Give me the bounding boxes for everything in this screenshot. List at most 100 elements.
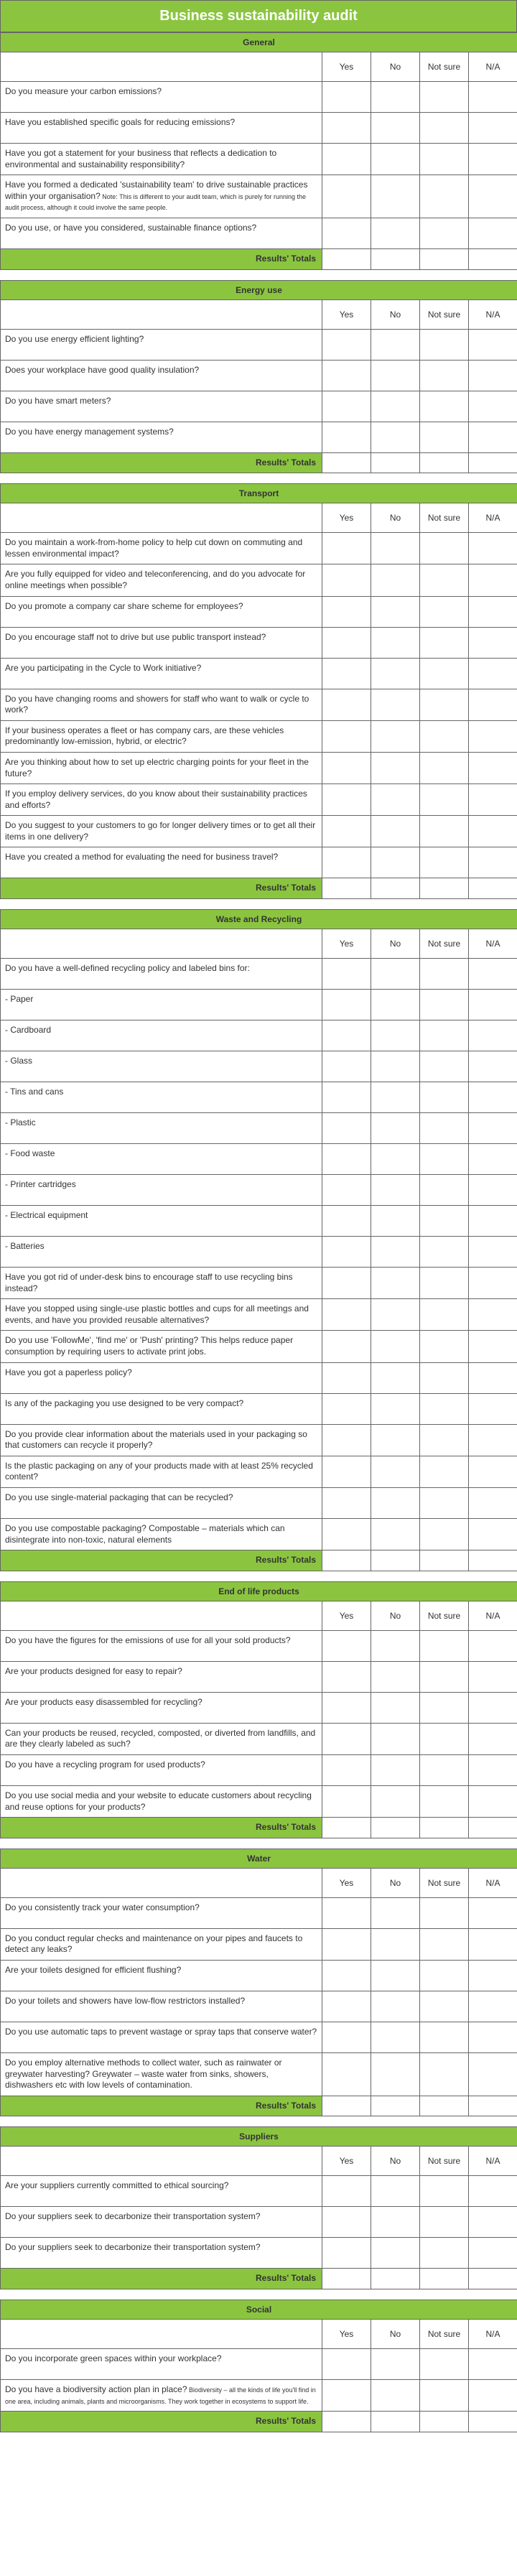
answer-cell[interactable]	[469, 720, 517, 752]
answer-cell[interactable]	[322, 1488, 371, 1519]
answer-cell[interactable]	[371, 175, 420, 218]
answer-cell[interactable]	[469, 2238, 517, 2269]
answer-cell[interactable]	[371, 422, 420, 452]
answer-cell[interactable]	[469, 1082, 517, 1113]
answer-cell[interactable]	[469, 533, 517, 564]
answer-cell[interactable]	[469, 1051, 517, 1082]
answer-cell[interactable]	[420, 329, 469, 360]
answer-cell[interactable]	[420, 784, 469, 816]
answer-cell[interactable]	[469, 1113, 517, 1144]
answer-cell[interactable]	[469, 1206, 517, 1237]
answer-cell[interactable]	[371, 1082, 420, 1113]
answer-cell[interactable]	[322, 1692, 371, 1723]
answer-cell[interactable]	[322, 847, 371, 878]
answer-cell[interactable]	[322, 329, 371, 360]
answer-cell[interactable]	[322, 391, 371, 422]
answer-cell[interactable]	[322, 689, 371, 720]
answer-cell[interactable]	[371, 1268, 420, 1299]
answer-cell[interactable]	[371, 689, 420, 720]
answer-cell[interactable]	[420, 113, 469, 144]
answer-cell[interactable]	[420, 2022, 469, 2052]
answer-cell[interactable]	[322, 752, 371, 784]
answer-cell[interactable]	[371, 1928, 420, 1960]
answer-cell[interactable]	[322, 1237, 371, 1268]
answer-cell[interactable]	[469, 1237, 517, 1268]
answer-cell[interactable]	[420, 720, 469, 752]
answer-cell[interactable]	[371, 1785, 420, 1817]
answer-cell[interactable]	[420, 1299, 469, 1331]
answer-cell[interactable]	[420, 1928, 469, 1960]
answer-cell[interactable]	[420, 990, 469, 1020]
answer-cell[interactable]	[371, 1630, 420, 1661]
answer-cell[interactable]	[322, 784, 371, 816]
answer-cell[interactable]	[420, 658, 469, 689]
answer-cell[interactable]	[322, 658, 371, 689]
answer-cell[interactable]	[371, 1113, 420, 1144]
answer-cell[interactable]	[469, 144, 517, 175]
answer-cell[interactable]	[371, 360, 420, 391]
answer-cell[interactable]	[322, 1456, 371, 1487]
answer-cell[interactable]	[420, 1082, 469, 1113]
answer-cell[interactable]	[371, 1661, 420, 1692]
answer-cell[interactable]	[469, 2052, 517, 2096]
answer-cell[interactable]	[371, 2022, 420, 2052]
answer-cell[interactable]	[371, 2238, 420, 2269]
answer-cell[interactable]	[371, 1754, 420, 1785]
answer-cell[interactable]	[322, 1299, 371, 1331]
answer-cell[interactable]	[469, 1960, 517, 1991]
answer-cell[interactable]	[371, 1331, 420, 1362]
answer-cell[interactable]	[371, 1144, 420, 1175]
answer-cell[interactable]	[322, 2207, 371, 2238]
answer-cell[interactable]	[371, 1299, 420, 1331]
answer-cell[interactable]	[322, 1144, 371, 1175]
answer-cell[interactable]	[420, 1268, 469, 1299]
answer-cell[interactable]	[469, 990, 517, 1020]
answer-cell[interactable]	[420, 2348, 469, 2379]
answer-cell[interactable]	[371, 2379, 420, 2411]
answer-cell[interactable]	[469, 2207, 517, 2238]
answer-cell[interactable]	[469, 1723, 517, 1754]
answer-cell[interactable]	[322, 1206, 371, 1237]
answer-cell[interactable]	[420, 1456, 469, 1487]
answer-cell[interactable]	[322, 1331, 371, 1362]
answer-cell[interactable]	[322, 422, 371, 452]
answer-cell[interactable]	[469, 218, 517, 248]
answer-cell[interactable]	[420, 2238, 469, 2269]
answer-cell[interactable]	[420, 1754, 469, 1785]
answer-cell[interactable]	[322, 1960, 371, 1991]
answer-cell[interactable]	[322, 218, 371, 248]
answer-cell[interactable]	[469, 1897, 517, 1928]
answer-cell[interactable]	[322, 1113, 371, 1144]
answer-cell[interactable]	[371, 1456, 420, 1487]
answer-cell[interactable]	[371, 720, 420, 752]
answer-cell[interactable]	[322, 720, 371, 752]
answer-cell[interactable]	[420, 144, 469, 175]
answer-cell[interactable]	[420, 1991, 469, 2022]
answer-cell[interactable]	[469, 1268, 517, 1299]
answer-cell[interactable]	[322, 1785, 371, 1817]
answer-cell[interactable]	[420, 1424, 469, 1456]
answer-cell[interactable]	[322, 959, 371, 990]
answer-cell[interactable]	[371, 752, 420, 784]
answer-cell[interactable]	[371, 2207, 420, 2238]
answer-cell[interactable]	[469, 596, 517, 627]
answer-cell[interactable]	[371, 1991, 420, 2022]
answer-cell[interactable]	[469, 1299, 517, 1331]
answer-cell[interactable]	[469, 1928, 517, 1960]
answer-cell[interactable]	[420, 1331, 469, 1362]
answer-cell[interactable]	[371, 391, 420, 422]
answer-cell[interactable]	[420, 564, 469, 596]
answer-cell[interactable]	[469, 658, 517, 689]
answer-cell[interactable]	[371, 990, 420, 1020]
answer-cell[interactable]	[469, 82, 517, 113]
answer-cell[interactable]	[469, 1393, 517, 1424]
answer-cell[interactable]	[371, 816, 420, 847]
answer-cell[interactable]	[371, 847, 420, 878]
answer-cell[interactable]	[420, 175, 469, 218]
answer-cell[interactable]	[420, 1144, 469, 1175]
answer-cell[interactable]	[469, 2022, 517, 2052]
answer-cell[interactable]	[322, 113, 371, 144]
answer-cell[interactable]	[469, 113, 517, 144]
answer-cell[interactable]	[420, 2379, 469, 2411]
answer-cell[interactable]	[420, 1661, 469, 1692]
